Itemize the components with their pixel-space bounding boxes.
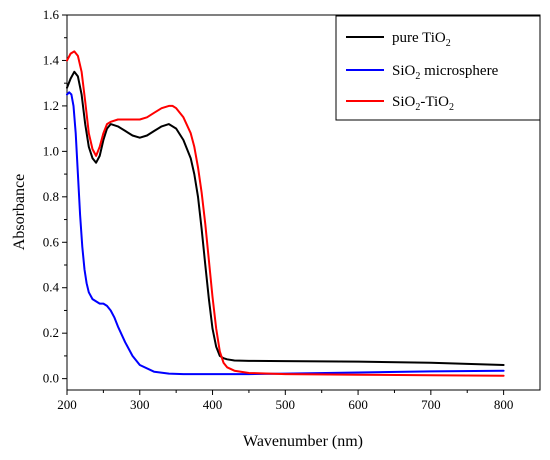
legend-box [335, 15, 541, 121]
y-tick-label: 0.6 [43, 234, 60, 249]
x-tick-label: 700 [421, 397, 441, 412]
legend-label-0: pure TiO2 [392, 30, 451, 49]
x-tick-label: 400 [203, 397, 223, 412]
y-tick-label: 0.4 [43, 280, 60, 295]
series-layer [66, 50, 505, 377]
series-line-0 [66, 70, 505, 366]
y-tick-label: 0.2 [43, 325, 59, 340]
x-axis-label: Wavenumber (nm) [243, 433, 363, 450]
y-axis-ticks: 0.0 0.2 0.4 0.6 0.8 1.0 1.2 1.4 1.6 [43, 7, 67, 386]
x-tick-label: 500 [276, 397, 296, 412]
y-tick-label: 1.4 [43, 52, 60, 67]
x-tick-label: 600 [348, 397, 368, 412]
y-tick-label: 1.0 [43, 143, 59, 158]
legend-items: pure TiO2 SiO2 microsphere SiO2-TiO2 [346, 30, 499, 113]
legend-label-1: SiO2 microsphere [392, 63, 499, 82]
series-line-1 [66, 91, 505, 376]
y-tick-label: 1.2 [43, 98, 59, 113]
plot-frame [66, 14, 541, 391]
legend-label-2: SiO2-TiO2 [392, 94, 454, 113]
x-tick-label: 200 [57, 397, 77, 412]
x-axis-ticks: 200 300 400 500 600 700 800 [57, 390, 513, 412]
legend: pure TiO2 SiO2 microsphere SiO2-TiO2 [335, 15, 541, 121]
x-tick-label: 300 [130, 397, 150, 412]
y-tick-label: 1.6 [43, 7, 60, 22]
y-tick-label: 0.8 [43, 189, 59, 204]
y-axis-label: Absorbance [11, 174, 28, 250]
y-tick-label: 0.0 [43, 371, 59, 386]
series-line-2 [66, 50, 505, 377]
x-tick-label: 800 [494, 397, 514, 412]
